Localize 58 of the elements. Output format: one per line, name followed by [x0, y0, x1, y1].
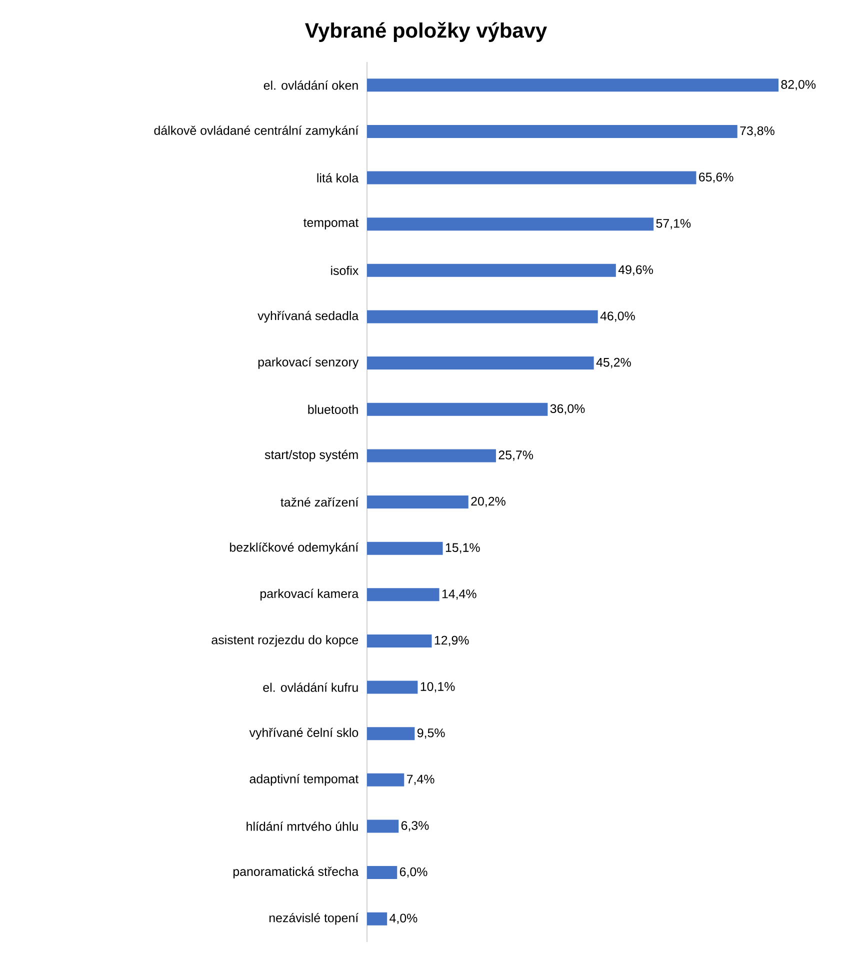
y-tick-label: parkovací kamera: [260, 588, 359, 601]
chart-title: Vybrané položky výbavy: [305, 22, 547, 42]
bar: [367, 124, 738, 138]
y-tick-label: panoramatická střecha: [233, 866, 359, 878]
y-tick-label: isofix: [331, 266, 359, 275]
y-tick-label: asistent rozjezdu do kopce: [212, 635, 358, 647]
y-tick-label: tempomat: [303, 218, 359, 230]
bar: [367, 912, 388, 926]
data-label: 49,6%: [618, 265, 653, 276]
data-label: 9,5%: [417, 728, 445, 739]
data-label: 73,8%: [740, 126, 774, 137]
bar: [367, 402, 548, 416]
y-tick-label: vyhřívané čelní sklo: [249, 728, 358, 740]
bar: [367, 820, 399, 833]
bar: [367, 496, 468, 509]
data-label: 20,2%: [471, 496, 506, 508]
bar: [367, 310, 598, 324]
data-label: 82,0%: [781, 80, 816, 90]
data-label: 10,1%: [420, 682, 455, 692]
bar: [367, 866, 398, 880]
data-label: 15,1%: [446, 543, 480, 554]
y-tick-label: el. ovládání kufru: [263, 682, 358, 692]
data-label: 6,0%: [400, 867, 428, 878]
data-label: 14,4%: [442, 590, 476, 600]
bar: [367, 588, 440, 602]
bar: [367, 680, 418, 694]
data-label: 36,0%: [550, 404, 585, 415]
bar: [367, 356, 594, 370]
y-tick-label: bezklíčkové odemykání: [230, 542, 359, 554]
y-tick-label: adaptivní tempomat: [250, 774, 359, 786]
bar: [367, 78, 779, 92]
data-label: 65,6%: [699, 172, 734, 183]
data-label: 6,3%: [401, 821, 429, 832]
y-tick-label: litá kola: [317, 173, 359, 182]
y-tick-label: bluetooth: [308, 404, 358, 414]
bar: [367, 727, 415, 740]
bar: [367, 634, 432, 648]
y-tick-label: dálkově ovládané centrální zamykání: [154, 126, 359, 138]
data-label: 12,9%: [434, 636, 469, 646]
y-tick-label: parkovací senzory: [258, 357, 359, 369]
bar: [367, 773, 404, 786]
y-tick-label: el. ovládání oken: [264, 80, 358, 90]
bar: [367, 542, 443, 555]
data-label: 25,7%: [498, 450, 534, 461]
bar: [367, 218, 654, 231]
y-tick-label: vyhřívaná sedadla: [258, 310, 359, 323]
y-tick-label: start/stop systém: [264, 450, 358, 462]
data-label: 4,0%: [390, 914, 418, 924]
y-tick-label: nezávislé topení: [269, 912, 359, 925]
data-label: 45,2%: [596, 358, 631, 368]
data-label: 57,1%: [656, 218, 691, 230]
bar: [367, 264, 616, 277]
y-tick-label: hlídání mrtvého úhlu: [246, 822, 358, 831]
bar: [367, 449, 496, 462]
data-label: 46,0%: [600, 312, 635, 322]
data-label: 7,4%: [406, 774, 434, 786]
bar: [367, 171, 696, 184]
y-tick-label: tažné zařízení: [280, 497, 359, 507]
